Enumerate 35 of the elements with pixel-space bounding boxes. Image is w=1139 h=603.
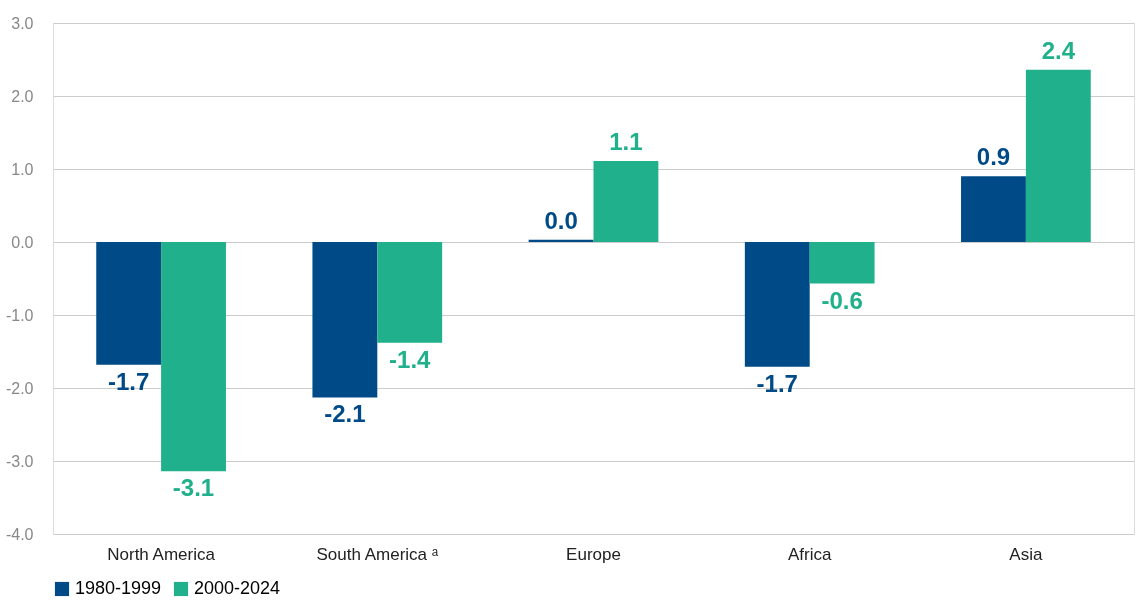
y-tick-label: -1.0 <box>5 306 34 324</box>
data-label: -1.4 <box>389 345 432 373</box>
y-tick-label: -2.0 <box>5 379 34 397</box>
data-label: -1.7 <box>756 369 798 397</box>
y-tick-label: 0.0 <box>11 233 34 251</box>
data-label: -1.7 <box>107 367 150 395</box>
data-label: 2.4 <box>1041 36 1076 64</box>
data-label: -3.1 <box>172 474 215 502</box>
bar <box>809 242 875 284</box>
x-tick-label: Africa <box>787 544 832 564</box>
bar <box>593 160 659 242</box>
x-tick-label: Europe <box>566 544 621 564</box>
y-tick-label: -4.0 <box>5 525 34 543</box>
bar <box>312 242 378 398</box>
data-label: -2.1 <box>324 400 366 428</box>
bar <box>744 242 810 367</box>
bar <box>1025 69 1091 242</box>
y-tick-label: 3.0 <box>11 14 34 32</box>
bar <box>528 239 594 242</box>
x-tick-label: Asia <box>1009 544 1043 564</box>
y-tick-label: -3.0 <box>5 452 34 470</box>
x-tick-label: South America ᵃ <box>316 544 439 564</box>
data-label: -0.6 <box>821 286 863 314</box>
y-tick-label: 1.0 <box>11 160 34 178</box>
data-label: 0.9 <box>976 143 1011 171</box>
y-tick-label: 2.0 <box>11 87 34 105</box>
data-label: 1.1 <box>609 127 643 155</box>
data-label: 0.0 <box>544 206 578 234</box>
bar <box>96 242 162 365</box>
bar <box>961 176 1026 242</box>
bar <box>377 242 443 343</box>
x-tick-label: North America <box>107 544 216 564</box>
bar <box>161 242 226 472</box>
legend-label: 2000-2024 <box>194 578 281 598</box>
legend-label: 1980-1999 <box>75 578 162 598</box>
